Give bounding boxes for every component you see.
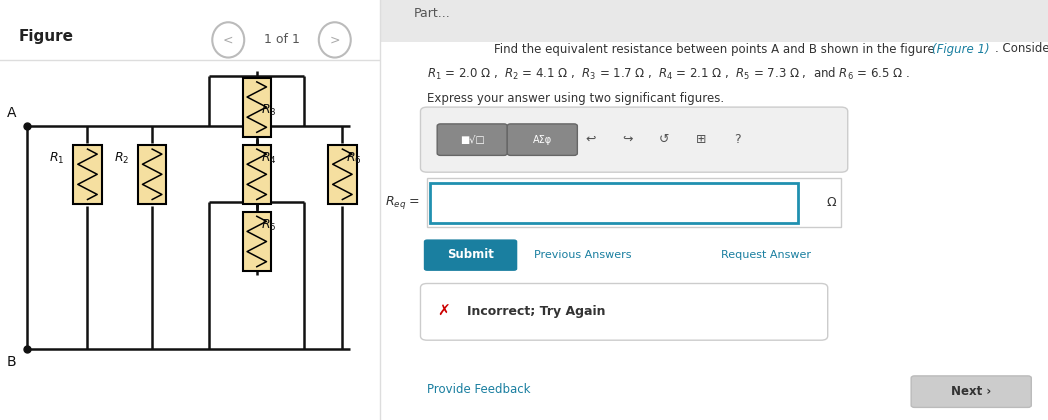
Text: $R_6$: $R_6$ [346, 151, 362, 166]
Text: Express your answer using two significant figures.: Express your answer using two significan… [428, 92, 724, 105]
Bar [242, 78, 271, 136]
Bar [73, 145, 102, 204]
FancyBboxPatch shape [911, 376, 1031, 407]
Text: ⊞: ⊞ [696, 133, 706, 146]
Text: ΑΣφ: ΑΣφ [532, 135, 552, 144]
Text: ↪: ↪ [623, 133, 633, 146]
Text: Incorrect; Try Again: Incorrect; Try Again [467, 305, 606, 318]
Text: Previous Answers: Previous Answers [534, 250, 632, 260]
Text: $R_2$: $R_2$ [114, 151, 129, 166]
FancyBboxPatch shape [437, 124, 507, 155]
Text: Submit: Submit [447, 249, 494, 261]
FancyBboxPatch shape [507, 124, 577, 155]
Text: $R_5$: $R_5$ [261, 218, 276, 233]
Text: Find the equivalent resistance between points A and B shown in the figure: Find the equivalent resistance between p… [494, 42, 935, 55]
Text: (Figure 1): (Figure 1) [933, 42, 990, 55]
Text: Provide Feedback: Provide Feedback [428, 383, 530, 396]
Text: . Consider: . Consider [995, 42, 1048, 55]
Text: ■√□: ■√□ [460, 135, 484, 144]
FancyBboxPatch shape [423, 239, 518, 271]
Text: $R_{eq}$ =: $R_{eq}$ = [386, 194, 420, 211]
Text: 1 of 1: 1 of 1 [264, 34, 300, 46]
Bar [242, 145, 271, 204]
Bar [328, 145, 356, 204]
Text: $R_1$: $R_1$ [49, 151, 65, 166]
Text: Part...: Part... [414, 7, 451, 20]
Text: Ω: Ω [826, 196, 836, 209]
Text: ?: ? [735, 133, 741, 146]
FancyBboxPatch shape [420, 284, 828, 340]
FancyBboxPatch shape [428, 178, 842, 227]
FancyBboxPatch shape [431, 183, 798, 223]
Text: Request Answer: Request Answer [721, 250, 811, 260]
Text: Next ›: Next › [952, 385, 991, 398]
Text: >: > [329, 34, 340, 46]
Text: A: A [6, 106, 16, 120]
Text: ↩: ↩ [586, 133, 596, 146]
Text: B: B [6, 355, 16, 369]
Bar [380, 0, 1048, 42]
Text: <: < [223, 34, 234, 46]
Bar [242, 212, 271, 271]
Text: ↺: ↺ [659, 133, 670, 146]
Text: $R_3$: $R_3$ [261, 102, 277, 118]
Text: $R_4$: $R_4$ [261, 151, 277, 166]
FancyBboxPatch shape [420, 107, 848, 172]
Text: $R_1$ = 2.0 Ω ,  $R_2$ = 4.1 Ω ,  $R_3$ = 1.7 Ω ,  $R_4$ = 2.1 Ω ,  $R_5$ = 7.3 : $R_1$ = 2.0 Ω , $R_2$ = 4.1 Ω , $R_3$ = … [428, 66, 910, 82]
Bar [138, 145, 167, 204]
Text: ✗: ✗ [437, 304, 451, 319]
Text: Figure: Figure [19, 29, 74, 45]
